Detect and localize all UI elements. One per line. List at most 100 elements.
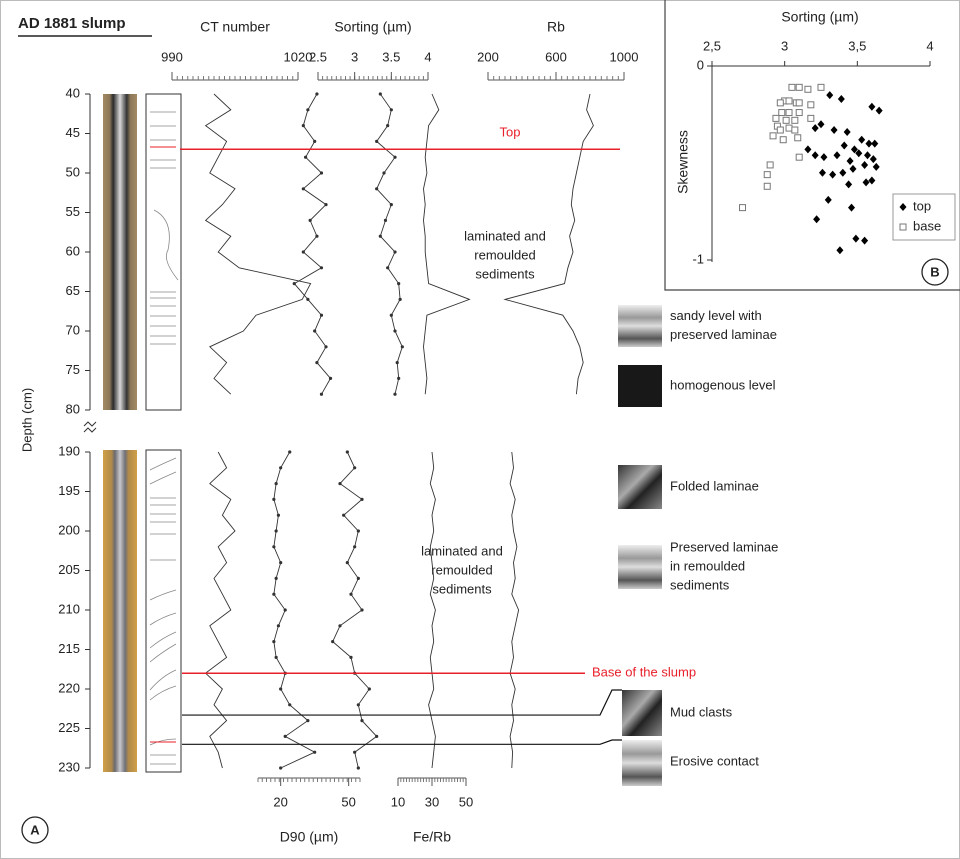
- scatter-point: [848, 203, 856, 212]
- scatter-point: [817, 120, 825, 129]
- log-curve: [376, 93, 403, 395]
- facies-label: Preserved laminae: [670, 539, 778, 554]
- scatter-point: [782, 116, 790, 124]
- y-tick-label: 50: [66, 164, 80, 179]
- y-tick-label: 190: [58, 443, 80, 458]
- scatter-point: [776, 126, 784, 134]
- panel-badge: [21, 816, 49, 844]
- facies-image: [622, 740, 662, 786]
- scatter-point: [840, 141, 848, 150]
- x-tick-label: 4: [424, 49, 431, 64]
- facies-label: homogenous level: [670, 377, 776, 392]
- scatter-point: [820, 153, 828, 162]
- scatter-point: [818, 168, 826, 177]
- x-tick-label: 4: [926, 38, 933, 53]
- contact-label: Erosive contact: [670, 753, 759, 768]
- scatter-point: [776, 99, 784, 107]
- scatter-point: [845, 180, 853, 189]
- x-tick-label: 200: [477, 49, 499, 64]
- scatter-point: [804, 145, 812, 154]
- scatter-point: [836, 246, 844, 255]
- y-tick-label: -1: [692, 251, 704, 266]
- scatter-point: [791, 116, 799, 124]
- x-tick-label: 3: [781, 38, 788, 53]
- x-tick-label: 3,5: [848, 38, 866, 53]
- y-axis-title: Skewness: [675, 130, 691, 194]
- contact-label: Mud clasts: [670, 704, 733, 719]
- scatter-point: [868, 176, 876, 185]
- scatter-point: [817, 83, 825, 91]
- scatter-point: [785, 124, 793, 132]
- x-tick-label: 1020: [284, 49, 313, 64]
- log-curve: [293, 93, 332, 395]
- log-curve: [332, 451, 378, 769]
- scatter-point: [804, 85, 812, 93]
- x-tick-label: 600: [545, 49, 567, 64]
- x-tick-label: 990: [161, 49, 183, 64]
- facies-label: sandy level with: [670, 308, 762, 323]
- facies-image: [618, 365, 662, 407]
- scatter-point: [875, 106, 883, 115]
- scatter-point: [869, 155, 877, 164]
- y-tick-label: 0: [697, 57, 704, 72]
- log-curve: [423, 93, 471, 395]
- scatter-point: [839, 168, 847, 177]
- y-axis-title: Depth (cm): [19, 388, 34, 452]
- facies-image: [618, 465, 662, 509]
- scatter-point: [850, 145, 858, 154]
- scatter-point: [778, 109, 786, 117]
- scatter-point: [811, 151, 819, 160]
- scatter-point: [858, 135, 866, 144]
- x-tick-label: 50: [341, 794, 355, 809]
- facies-label: in remoulded: [670, 558, 745, 573]
- annotation: laminated and: [421, 543, 503, 558]
- x-tick-label: 50: [459, 794, 473, 809]
- scatter-point: [868, 102, 876, 111]
- scatter-point: [791, 126, 799, 134]
- legend-label: top: [913, 198, 931, 213]
- scatter-point: [862, 178, 870, 187]
- y-tick-label: 225: [58, 720, 80, 735]
- legend-label: base: [913, 218, 941, 233]
- log-curve: [503, 93, 594, 395]
- data-point: [356, 766, 360, 770]
- annotation: remoulded: [474, 247, 535, 262]
- x-axis-title: Sorting (µm): [781, 9, 858, 25]
- scatter-point: [807, 101, 815, 109]
- y-tick-label: 210: [58, 601, 80, 616]
- scatter-point: [739, 204, 747, 212]
- annotation: sediments: [475, 266, 535, 281]
- facies-image: [622, 690, 662, 736]
- x-tick-label: 1000: [610, 49, 639, 64]
- legend-box: [892, 193, 956, 241]
- facies-image: [618, 305, 662, 347]
- scatter-point: [826, 91, 834, 100]
- scatter-point: [813, 215, 821, 224]
- scatter-point: [785, 97, 793, 105]
- scatter-point: [861, 160, 869, 169]
- x-tick-label: 30: [425, 794, 439, 809]
- core-drawing: [145, 93, 182, 411]
- y-tick-label: 215: [58, 641, 80, 656]
- scatter-point: [843, 127, 851, 136]
- core-drawing: [145, 449, 182, 773]
- scatter-point: [769, 132, 777, 140]
- scatter-point: [824, 195, 832, 204]
- scatter-point: [779, 136, 787, 144]
- scatter-point: [785, 109, 793, 117]
- scatter-point: [807, 114, 815, 122]
- scatter-point: [788, 83, 796, 91]
- log-curve: [204, 93, 312, 395]
- y-tick-label: 205: [58, 562, 80, 577]
- y-tick-label: 80: [66, 401, 80, 416]
- facies-image: [618, 545, 662, 589]
- x-tick-label: 2.5: [309, 49, 327, 64]
- data-point: [279, 766, 283, 770]
- scatter-point: [830, 126, 838, 135]
- x-tick-label: 3: [351, 49, 358, 64]
- scatter-point: [795, 109, 803, 117]
- panel-badge: [921, 258, 949, 286]
- scatter-point: [766, 161, 774, 169]
- track-title: Rb: [547, 19, 565, 35]
- horizon-label: Base of the slump: [592, 665, 696, 680]
